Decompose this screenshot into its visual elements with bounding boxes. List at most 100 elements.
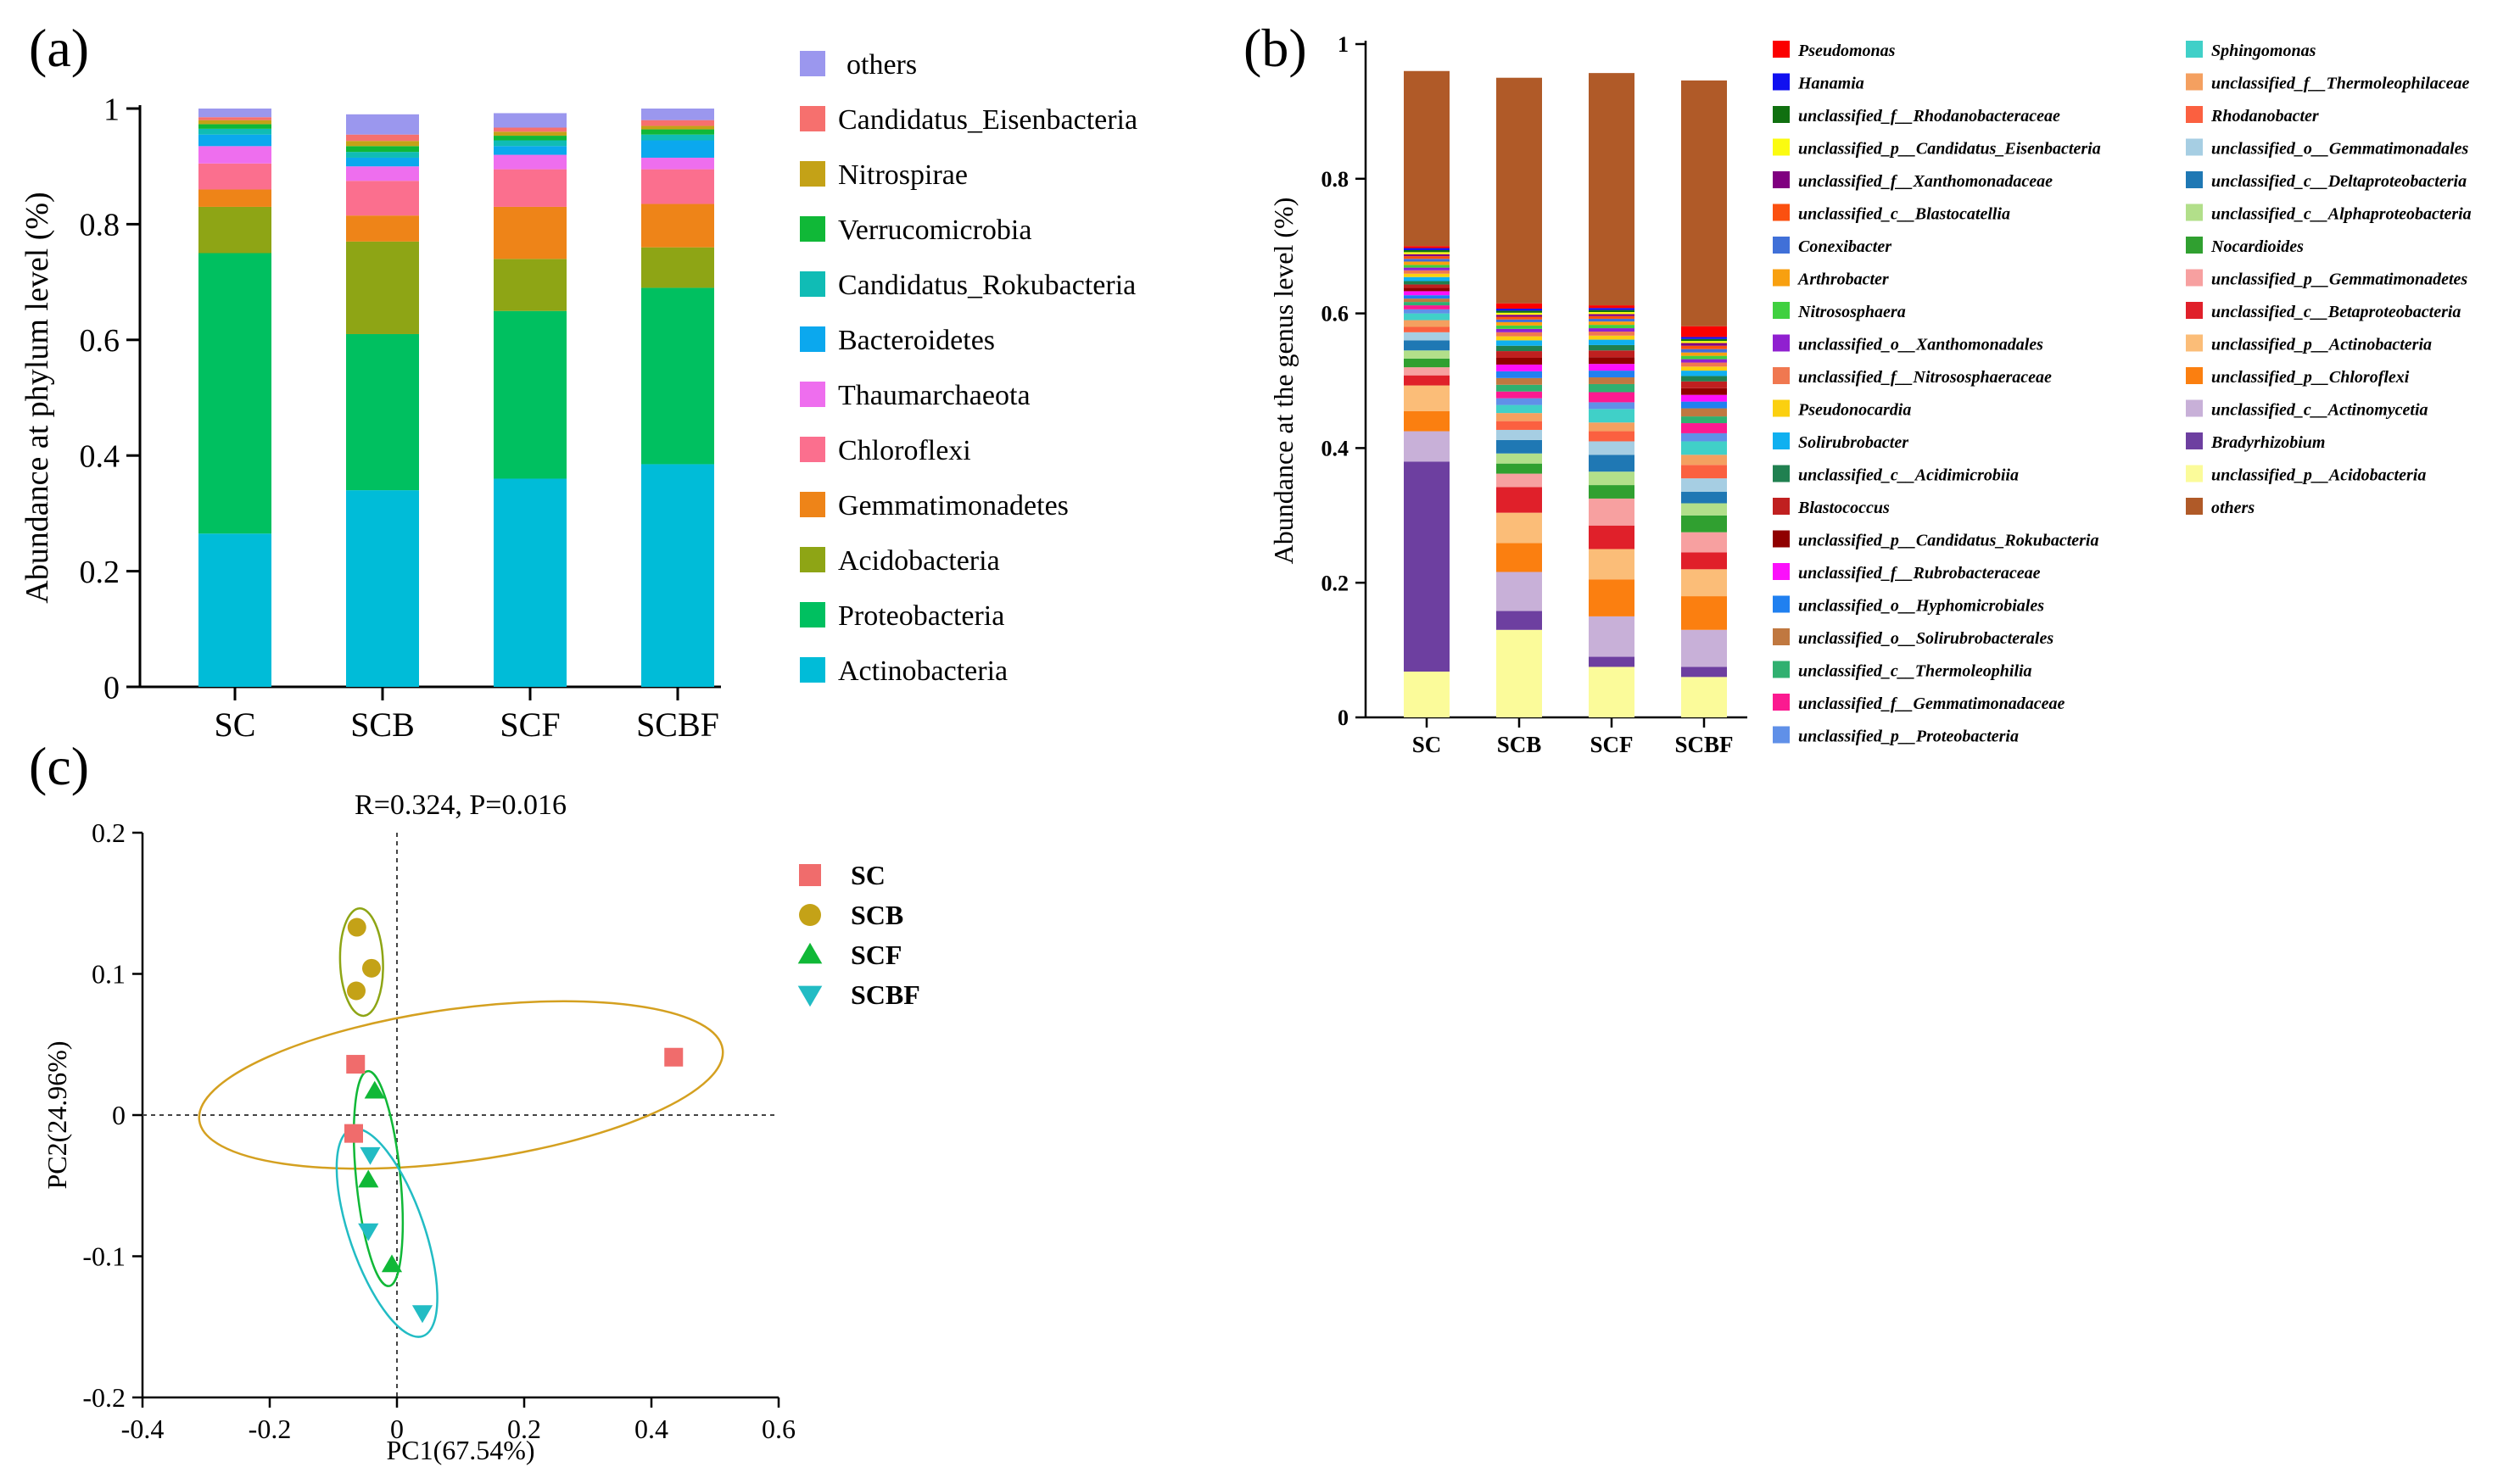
bar-segment-nocardioides [1496,463,1542,474]
bar-segment-unclassified-p-chloroflexi [1404,410,1450,432]
bar-segment-unclassified-p-actinobacteria [1404,385,1450,411]
x-tick-label: SCB [350,706,415,744]
bar-segment-arthrobacter [1681,352,1727,356]
x-axis-label: PC1(67.54%) [386,1435,534,1465]
bar-segment-acidobacteria [346,241,419,334]
legend-label-scf: SCF [851,940,902,970]
legend-label-unclassified-p-gemmatimonadetes: unclassified_p__Gemmatimonadetes [2211,271,2467,289]
legend-label-candidatus-rokubacteria: Candidatus_Rokubacteria [838,270,1136,301]
bar-segment-nitrososphaera [1496,325,1542,329]
bar-segment-unclassified-c-deltaproteobacteria [1681,492,1727,504]
bar-segment-unclassified-p-chloroflexi [1589,579,1634,616]
legend-swatch-unclassified-o-xanthomonadales [1773,334,1790,352]
legend-swatch-unclassified-f-nitrososphaeraceae [1773,367,1790,384]
x-tick-label: SCF [500,706,560,744]
legend-label-gemmatimonadetes: Gemmatimonadetes [838,490,1069,521]
bar-segment-unclassified-f-gemmatimonadaceae [1404,305,1450,310]
legend-swatch-gemmatimonadetes [800,492,825,517]
bar-segment-gemmatimonadetes [494,206,567,259]
bar-segment-candidatus-rokubacteria [346,152,419,158]
bar-segment-solirubrobacter [1681,371,1727,376]
bar-segment-pseudomonas [1404,246,1450,248]
legend-label-unclassified-p-actinobacteria: unclassified_p__Actinobacteria [2211,336,2432,354]
bar-segment-unclassified-p-candidatus-rokubacteria [1496,358,1542,365]
bar-segment-unclassified-c-alphaproteobacteria [1589,471,1634,486]
bar-segment-arthrobacter [1589,321,1634,326]
y-axis-label: PC2(24.96%) [42,1040,72,1189]
bar-segment-unclassified-p-proteobacteria [1404,309,1450,314]
bar-segment-unclassified-f-rhodanobacteraceae [1681,338,1727,342]
bar-segment-unclassified-f-nitrososphaeraceae [1681,362,1727,367]
bar-segment-others [198,109,271,118]
bar-segment-unclassified-c-acidimicrobiia [1681,376,1727,382]
legend-label-scbf: SCBF [851,979,920,1010]
point-scf [364,1080,385,1099]
bar-segment-unclassified-f-rhodanobacteraceae [1496,310,1542,313]
point-scb [347,917,366,937]
y-tick-label: 0.4 [80,439,120,475]
x-tick-label: SCF [1590,732,1633,757]
legend-swatch-arthrobacter [1773,269,1790,287]
bar-segment-solirubrobacter [1496,340,1542,346]
legend-label-unclassified-o-solirubrobacterales: unclassified_o__Solirubrobacterales [1798,629,2053,648]
bar-segment-unclassified-f-rhodanobacteraceae [1589,310,1634,313]
bar-segment-actinobacteria [346,490,419,687]
bar-segment-others [494,113,567,128]
legend-swatch-others [800,51,825,76]
legend-label-unclassified-c-deltaproteobacteria: unclassified_c__Deltaproteobacteria [2211,172,2467,191]
point-scf [381,1254,403,1273]
bar-segment-pseudonocardia [1681,366,1727,371]
y-tick-label: 0 [103,670,120,706]
bar-segment-unclassified-c-deltaproteobacteria [1496,439,1542,454]
legend-label-verrucomicrobia: Verrucomicrobia [838,215,1031,246]
bar-segment-unclassified-c-thermoleophilia [1681,416,1727,424]
point-scb [362,958,381,978]
bar-segment-proteobacteria [641,287,714,465]
bar-segment-candidatus-rokubacteria [198,128,271,135]
bar-segment-verrucomicrobia [494,136,567,141]
bar-segment-unclassified-f-thermoleophilaceae [1404,320,1450,327]
bar-segment-hanamia [1496,309,1542,311]
legend-label-unclassified-f-rhodanobacteraceae: unclassified_f__Rhodanobacteraceae [1798,107,2060,125]
point-scb [347,981,366,1001]
bar-segment-unclassified-p-candidatus-eisenbacteria [1589,312,1634,315]
bar-segment-hanamia [1404,248,1450,250]
legend-label-unclassified-o-hyphomicrobiales: unclassified_o__Hyphomicrobiales [1798,597,2044,616]
panel-label-b: (b) [1243,18,1307,78]
bar-segment-bacteroidetes [494,146,567,155]
legend-label-actinobacteria: Actinobacteria [838,655,1008,687]
bar-segment-sphingomonas [1496,404,1542,414]
bar-segment-unclassified-o-solirubrobacterales [1589,377,1634,384]
bar-segment-rhodanobacter [1496,421,1542,430]
legend-label-unclassified-f-nitrososphaeraceae: unclassified_f__Nitrososphaeraceae [1798,368,2052,387]
x-tick-label: SCBF [636,706,719,744]
bar-segment-unclassified-f-thermoleophilaceae [1496,413,1542,421]
x-tick-label: 0.4 [634,1414,668,1444]
bar-segment-unclassified-p-chloroflexi [1496,543,1542,572]
y-tick-label: -0.2 [82,1382,126,1413]
bar-segment-blastococcus [1404,284,1450,288]
bar-segment-unclassified-f-xanthomonadaceae [1496,315,1542,317]
legend-swatch-nitrospirae [800,161,825,187]
y-tick-label: 1 [103,92,120,127]
y-tick-label: 0.2 [1321,571,1349,595]
bar-segment-unclassified-p-proteobacteria [1589,402,1634,410]
point-sc [344,1124,363,1143]
point-sc [346,1055,366,1074]
bar-segment-chloroflexi [641,169,714,204]
bar-segment-unclassified-p-actinobacteria [1681,569,1727,597]
bar-segment-unclassified-f-rubrobacteraceae [1589,364,1634,371]
legend-label-unclassified-p-acidobacteria: unclassified_p__Acidobacteria [2211,466,2426,485]
bar-segment-unclassified-p-proteobacteria [1496,398,1542,405]
legend-label-unclassified-f-xanthomonadaceae: unclassified_f__Xanthomonadaceae [1798,172,2053,191]
legend-swatch-bradyrhizobium [2186,432,2203,449]
bar-segment-unclassified-f-gemmatimonadaceae [1496,391,1542,399]
bar-segment-unclassified-o-hyphomicrobiales [1404,295,1450,299]
legend-label-sphingomonas: Sphingomonas [2211,42,2316,60]
legend-swatch-actinobacteria [800,657,825,683]
bar-segment-others [1681,80,1727,326]
bar-segment-verrucomicrobia [641,129,714,135]
bar-segment-unclassified-o-gemmatimonadales [1681,478,1727,493]
bar-segment-acidobacteria [494,259,567,311]
